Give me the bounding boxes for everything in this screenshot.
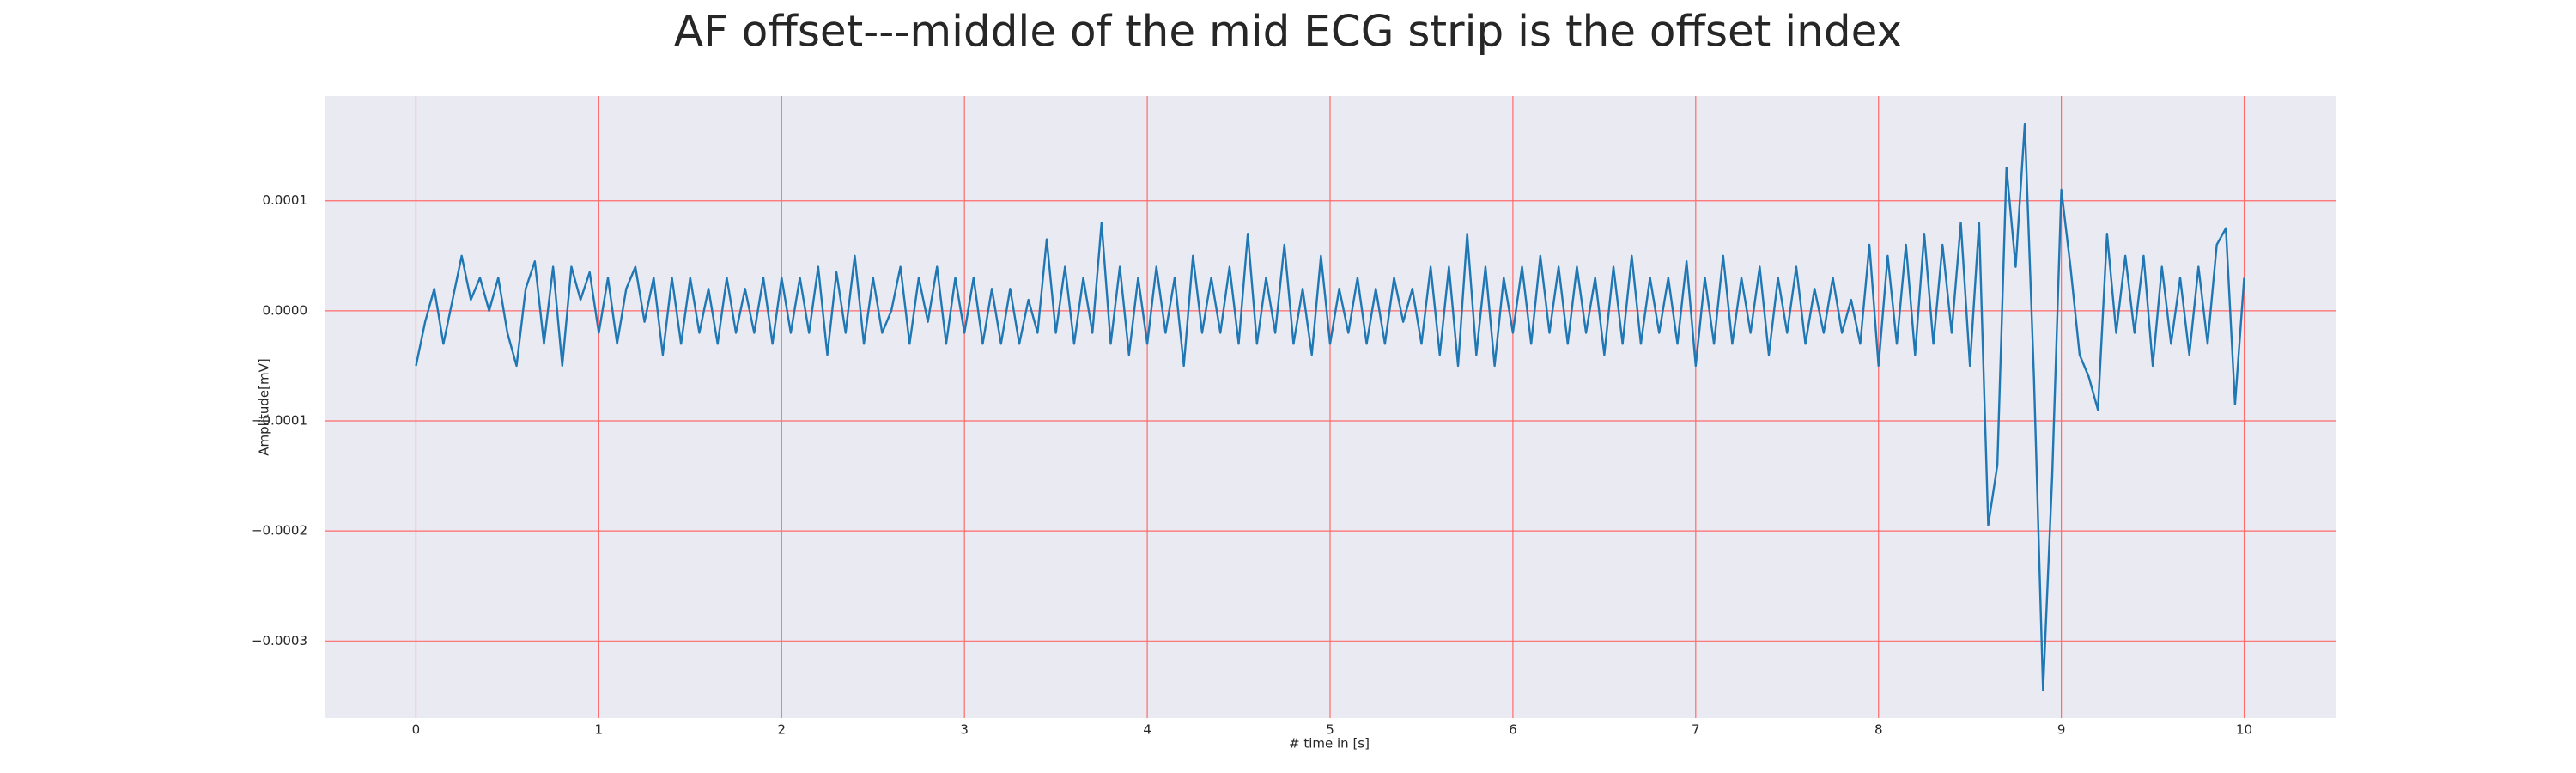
x-tick-label: 10: [2236, 722, 2252, 738]
chart-title: AF offset---middle of the mid ECG strip …: [674, 7, 1902, 57]
x-tick-label: 5: [1326, 722, 1334, 738]
x-tick-label: 1: [595, 722, 604, 738]
x-tick-label: 4: [1143, 722, 1151, 738]
x-axis-label: # time in [s]: [1289, 736, 1370, 752]
line-series: [415, 122, 2245, 692]
x-tick-label: 7: [1692, 722, 1700, 738]
y-tick-label: 0.0001: [263, 192, 308, 208]
x-tick-label: 8: [1874, 722, 1883, 738]
y-axis-label: Amplitude[mV]: [257, 358, 272, 455]
y-tick-label: −0.0001: [252, 413, 307, 429]
x-tick-label: 9: [2057, 722, 2066, 738]
y-tick-label: 0.0000: [263, 302, 308, 318]
x-tick-label: 6: [1509, 722, 1517, 738]
x-tick-label: 3: [960, 722, 969, 738]
y-tick-label: −0.0002: [252, 523, 307, 539]
x-tick-label: 2: [777, 722, 786, 738]
y-tick-label: −0.0003: [252, 633, 307, 648]
x-tick-label: 0: [412, 722, 421, 738]
